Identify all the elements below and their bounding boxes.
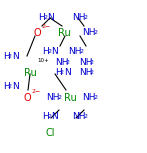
Text: 2: 2: [8, 84, 12, 89]
Text: 2: 2: [57, 95, 61, 100]
Text: N: N: [12, 82, 19, 91]
Text: 10+: 10+: [37, 58, 49, 63]
Text: NH: NH: [72, 13, 86, 22]
Text: O: O: [34, 28, 42, 38]
Text: 2: 2: [93, 30, 97, 35]
Text: NH: NH: [82, 93, 96, 102]
Text: H: H: [3, 52, 10, 61]
Text: H: H: [3, 82, 10, 91]
Text: NH: NH: [79, 58, 92, 67]
Text: Ru: Ru: [58, 28, 71, 38]
Text: NH: NH: [55, 58, 69, 67]
Text: 2: 2: [66, 60, 70, 65]
Text: 2: 2: [83, 15, 87, 20]
Text: NH: NH: [79, 68, 92, 77]
Text: Cl: Cl: [46, 128, 56, 138]
Text: O: O: [24, 93, 32, 103]
Text: 2−: 2−: [41, 24, 50, 29]
Text: 2: 2: [60, 70, 64, 75]
Text: N: N: [64, 68, 71, 77]
Text: 2: 2: [90, 60, 94, 65]
Text: 2: 2: [93, 95, 97, 100]
Text: N: N: [51, 112, 58, 121]
Text: Ru: Ru: [64, 93, 77, 103]
Text: N: N: [51, 47, 58, 56]
Text: H: H: [38, 13, 45, 22]
Text: 2: 2: [47, 114, 51, 119]
Text: 2: 2: [83, 114, 87, 119]
Text: NH: NH: [82, 28, 96, 37]
Text: H: H: [42, 47, 49, 56]
Text: 2: 2: [8, 54, 12, 59]
Text: N: N: [12, 52, 19, 61]
Text: 2: 2: [43, 15, 47, 20]
Text: 2: 2: [90, 70, 94, 75]
Text: N: N: [47, 13, 54, 22]
Text: H: H: [42, 112, 49, 121]
Text: NH: NH: [68, 47, 81, 56]
Text: H: H: [55, 68, 62, 77]
Text: NH: NH: [72, 112, 86, 121]
Text: 2: 2: [79, 49, 83, 54]
Text: Ru: Ru: [24, 68, 37, 78]
Text: 2: 2: [47, 49, 51, 54]
Text: 2−: 2−: [31, 89, 40, 94]
Text: NH: NH: [46, 93, 60, 102]
